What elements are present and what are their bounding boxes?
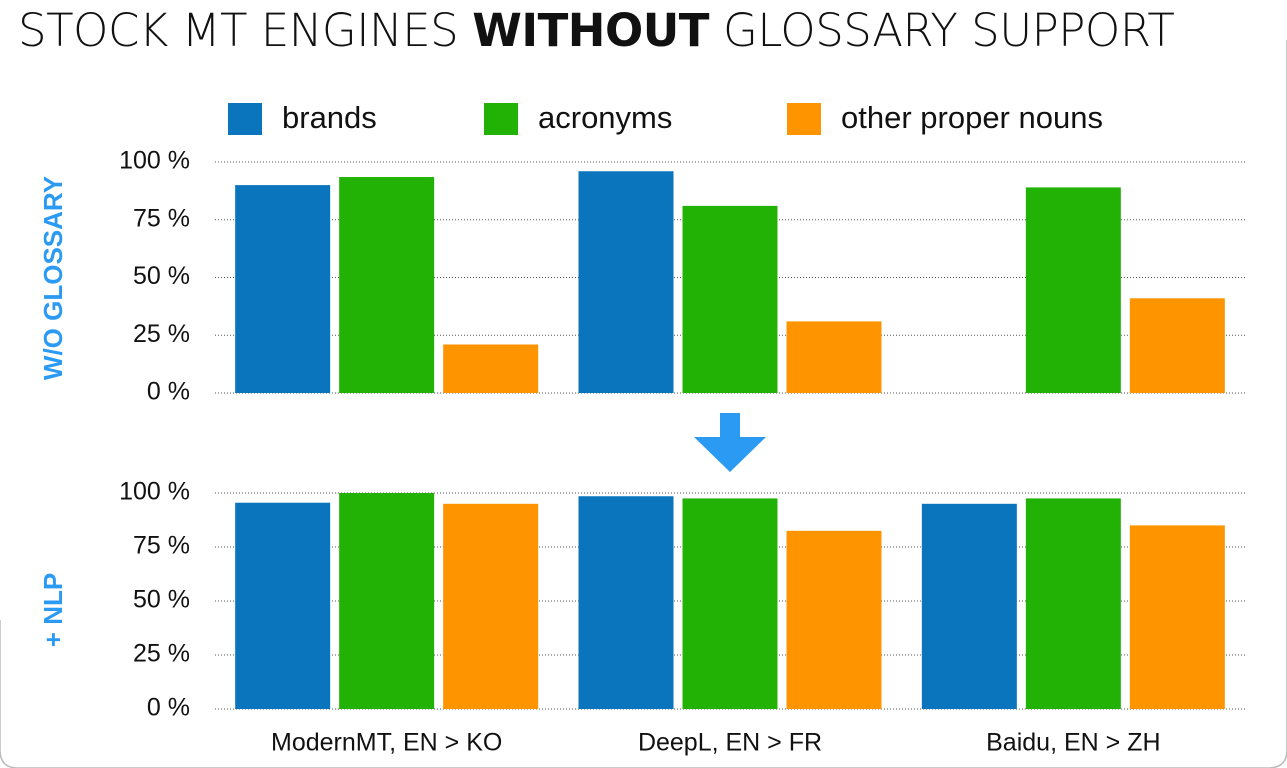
y-tick-label: 100 % <box>119 147 190 175</box>
y-tick-label: 50 % <box>133 262 190 290</box>
legend-label: brands <box>282 100 377 135</box>
legend-swatch <box>228 103 262 135</box>
y-axis-title: + NLP <box>38 573 68 647</box>
y-tick-label: 50 % <box>133 586 190 614</box>
y-tick-label: 25 % <box>133 640 190 668</box>
bar <box>786 530 882 709</box>
bar <box>578 171 674 393</box>
y-tick-label: 0 % <box>147 378 190 406</box>
y-tick-label: 75 % <box>133 204 190 232</box>
bar <box>339 493 435 709</box>
legend-label: acronyms <box>538 100 672 135</box>
y-tick-label: 0 % <box>147 694 190 722</box>
bar <box>339 177 435 393</box>
bar <box>1129 525 1225 709</box>
bar <box>921 503 1017 709</box>
y-tick-label: 25 % <box>133 320 190 348</box>
bar <box>235 502 331 709</box>
title-part: STOCK MT ENGINES <box>18 4 459 57</box>
x-tick-label: DeepL, EN > FR <box>638 729 822 757</box>
slide-border <box>0 40 1287 768</box>
bar <box>235 185 331 393</box>
slide-title: STOCK MT ENGINES WITHOUT GLOSSARY SUPPORT <box>18 4 1278 57</box>
legend-label: other proper nouns <box>841 100 1103 135</box>
x-tick-label: Baidu, EN > ZH <box>986 729 1160 757</box>
title-part: GLOSSARY SUPPORT <box>722 4 1175 57</box>
bar <box>443 503 539 709</box>
y-tick-label: 75 % <box>133 532 190 560</box>
bar <box>682 498 778 709</box>
legend-swatch <box>484 103 518 135</box>
bar <box>578 496 674 709</box>
bar <box>443 344 539 393</box>
y-tick-label: 100 % <box>119 478 190 506</box>
x-tick-label: ModernMT, EN > KO <box>271 729 502 757</box>
bar <box>1025 187 1121 393</box>
legend-swatch <box>787 103 821 135</box>
bar <box>786 321 882 393</box>
down-arrow <box>694 413 766 472</box>
y-axis-title: W/O GLOSSARY <box>38 176 68 380</box>
bar <box>682 205 778 393</box>
bar <box>1129 298 1225 393</box>
bar <box>1025 498 1121 709</box>
title-part-bold: WITHOUT <box>472 4 709 57</box>
